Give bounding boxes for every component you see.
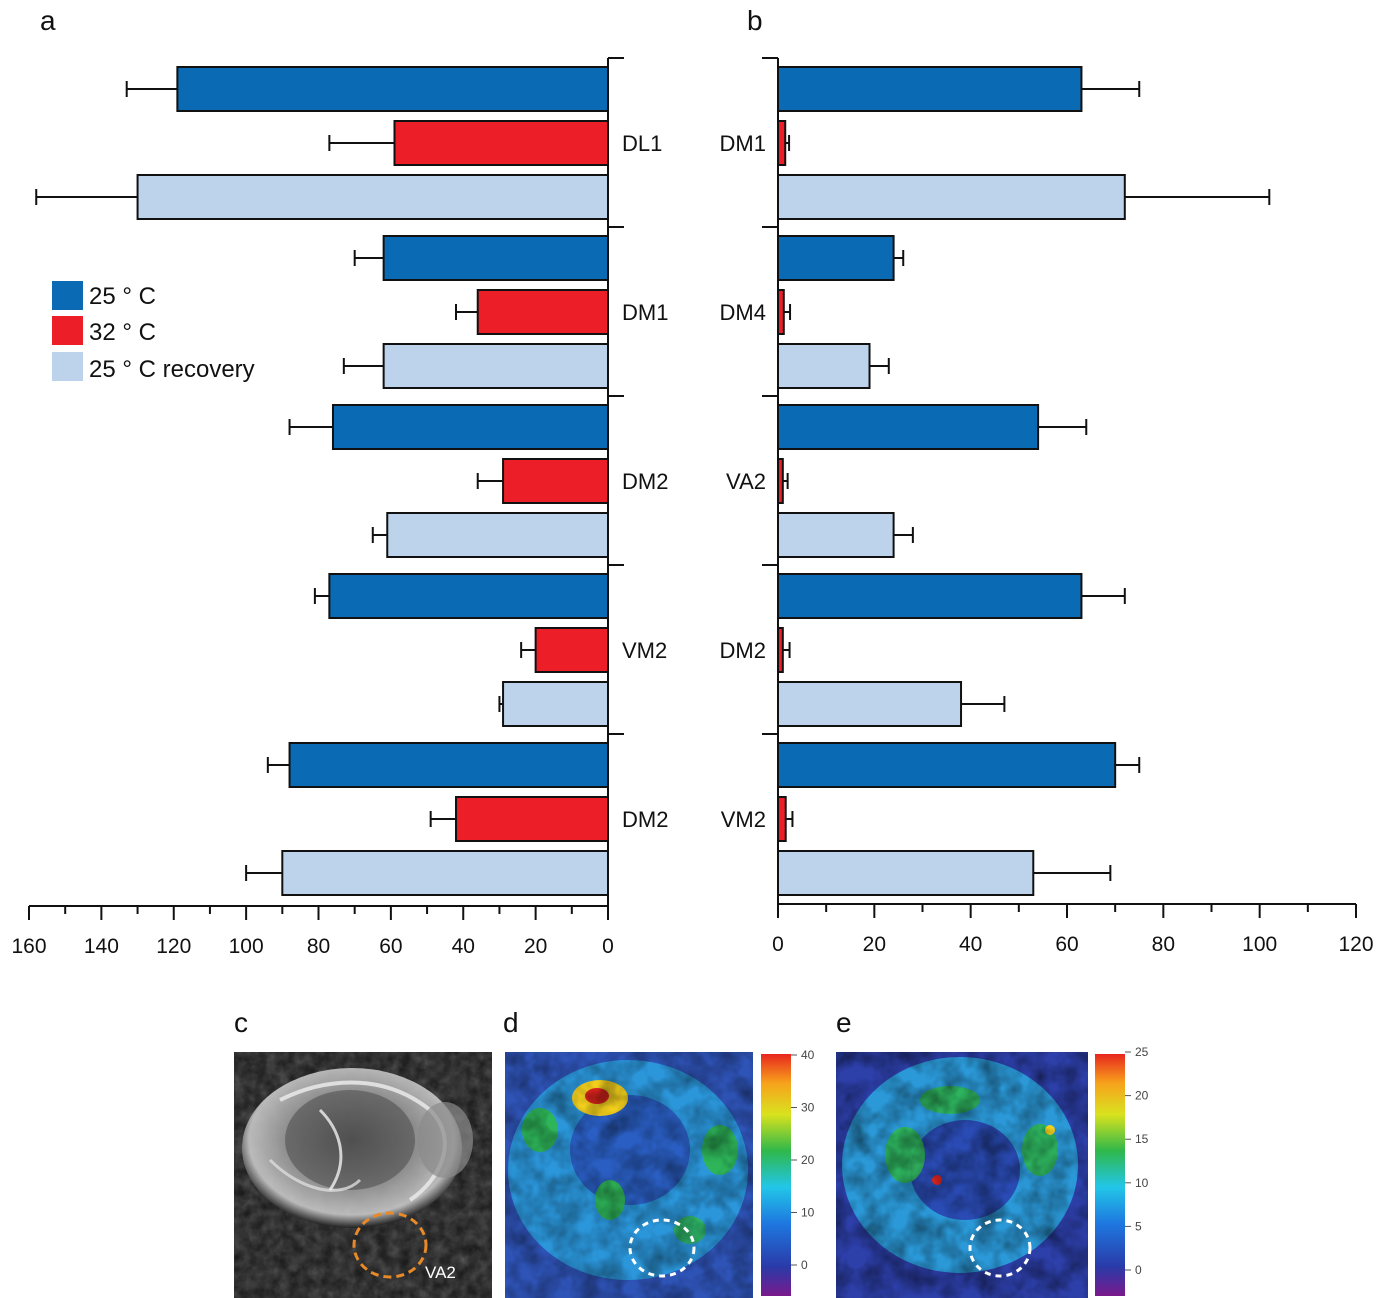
bar-a-vm2-25c bbox=[328, 573, 609, 619]
category-label: DM2 bbox=[720, 638, 766, 663]
colorbar-tick-label: 10 bbox=[1135, 1176, 1149, 1190]
colorbar-tick-label: 0 bbox=[801, 1258, 808, 1272]
value-tick-label: 40 bbox=[959, 933, 982, 956]
bar-b-vm2-25c-recovery bbox=[777, 850, 1035, 896]
category-label: DM2 bbox=[622, 469, 668, 494]
roi-ring-d bbox=[628, 1218, 696, 1278]
chart-b: DM1 DM4 VA2 DM2 VM2 0 20 40 60 80 100 120 bbox=[720, 57, 1374, 956]
bar-b-dm4-32c bbox=[777, 289, 785, 335]
bar-b-dm4-25c-recovery bbox=[777, 343, 871, 389]
roi-label-va2: VA2 bbox=[425, 1263, 456, 1282]
colorbar-tick-label: 40 bbox=[801, 1048, 815, 1062]
value-tick-label: 20 bbox=[524, 935, 547, 958]
bar-a-dl1-25c bbox=[176, 66, 609, 112]
bar-b-va2-25c-recovery bbox=[777, 512, 895, 558]
bar-a-dm1-25c-recovery bbox=[382, 343, 610, 389]
bar-a-dm2-25c-recovery bbox=[281, 850, 609, 896]
panel-label-a: a bbox=[40, 5, 56, 36]
bar-b-dm2-32c bbox=[777, 627, 784, 673]
roi-va2-ring bbox=[352, 1211, 428, 1279]
category-label: DL1 bbox=[622, 131, 662, 156]
bar-b-dm1-25c bbox=[777, 66, 1083, 112]
bar-a-dm1-32c bbox=[476, 289, 609, 335]
value-tick-label: 0 bbox=[772, 933, 784, 956]
value-tick-label: 100 bbox=[1242, 933, 1277, 956]
value-tick-label: 100 bbox=[229, 935, 264, 958]
bar-a-dm2-25c bbox=[288, 742, 609, 788]
category-label: DM2 bbox=[622, 807, 668, 832]
chart-a: DL1 DM1 DM2 VM2 DM2 160 140 120 100 80 60 40 20 0 bbox=[11, 57, 668, 958]
bar-b-dm1-32c bbox=[777, 120, 787, 166]
category-label: DM4 bbox=[720, 300, 766, 325]
bar-a-dm2-32c bbox=[502, 458, 609, 504]
bar-a-dl1-25c-recovery bbox=[136, 174, 609, 220]
bar-a-vm2-25c-recovery bbox=[502, 681, 609, 727]
legend-swatch-25c bbox=[52, 281, 83, 310]
bar-b-dm4-25c bbox=[777, 235, 895, 281]
value-tick-label: 120 bbox=[156, 935, 191, 958]
value-tick-label: 160 bbox=[11, 935, 46, 958]
bar-b-dm1-25c-recovery bbox=[777, 174, 1126, 220]
colorbar-d-ticks: 40 30 20 10 0 bbox=[791, 1048, 815, 1272]
panel-label-c: c bbox=[234, 1007, 248, 1038]
legend-swatch-32c bbox=[52, 316, 83, 345]
bar-b-dm2-25c bbox=[777, 573, 1083, 619]
image-panel-d: 40 30 20 10 0 bbox=[505, 1048, 815, 1298]
bar-b-va2-25c bbox=[777, 404, 1040, 450]
category-label: DM1 bbox=[622, 300, 668, 325]
colorbar-tick-label: 20 bbox=[801, 1153, 815, 1167]
colorbar-e-ticks: 25 20 15 10 5 0 bbox=[1125, 1045, 1149, 1277]
bar-a-vm2-32c bbox=[534, 627, 609, 673]
bar-a-dm1-25c bbox=[382, 235, 610, 281]
value-tick-label: 0 bbox=[602, 935, 614, 958]
panel-label-e: e bbox=[836, 1007, 852, 1038]
bar-b-dm2-25c-recovery bbox=[777, 681, 963, 727]
category-label: VA2 bbox=[726, 469, 766, 494]
legend-label-25c-recovery: 25 ° C recovery bbox=[89, 356, 255, 383]
bar-b-vm2-32c bbox=[777, 796, 787, 842]
value-tick-label: 80 bbox=[1152, 933, 1175, 956]
colorbar-tick-label: 30 bbox=[801, 1101, 815, 1115]
value-tick-label: 60 bbox=[1055, 933, 1078, 956]
legend-label-32c: 32 ° C bbox=[89, 319, 156, 346]
value-tick-label: 60 bbox=[379, 935, 402, 958]
value-tick-label: 120 bbox=[1338, 933, 1373, 956]
bar-a-dl1-32c bbox=[393, 120, 609, 166]
bar-b-va2-32c bbox=[777, 458, 784, 504]
roi-ring-e bbox=[968, 1218, 1032, 1278]
colorbar-tick-label: 15 bbox=[1135, 1132, 1149, 1146]
value-tick-label: 80 bbox=[307, 935, 330, 958]
image-panel-e: 25 20 15 10 5 0 bbox=[836, 1045, 1149, 1298]
image-panel-c: VA2 bbox=[234, 1052, 492, 1298]
legend: 25 ° C 32 ° C 25 ° C recovery bbox=[52, 281, 255, 383]
legend-swatch-25c-recovery bbox=[52, 352, 83, 381]
colorbar-tick-label: 0 bbox=[1135, 1263, 1142, 1277]
colorbar-d bbox=[761, 1054, 791, 1296]
value-tick-label: 140 bbox=[84, 935, 119, 958]
colorbar-tick-label: 10 bbox=[801, 1206, 815, 1220]
category-label: VM2 bbox=[721, 807, 766, 832]
value-tick-label: 20 bbox=[863, 933, 886, 956]
panel-label-b: b bbox=[747, 5, 763, 36]
bar-a-dm2-32c bbox=[455, 796, 610, 842]
bar-a-dm2-25c bbox=[331, 404, 609, 450]
colorbar-tick-label: 25 bbox=[1135, 1045, 1149, 1059]
panel-label-d: d bbox=[503, 1007, 519, 1038]
category-label: VM2 bbox=[622, 638, 667, 663]
category-label: DM1 bbox=[720, 131, 766, 156]
value-tick-label: 40 bbox=[452, 935, 475, 958]
colorbar-tick-label: 5 bbox=[1135, 1219, 1142, 1233]
legend-label-25c: 25 ° C bbox=[89, 283, 156, 310]
bar-b-vm2-25c bbox=[777, 742, 1117, 788]
bar-a-dm2-25c-recovery bbox=[386, 512, 609, 558]
colorbar-tick-label: 20 bbox=[1135, 1089, 1149, 1103]
colorbar-e bbox=[1095, 1054, 1125, 1296]
